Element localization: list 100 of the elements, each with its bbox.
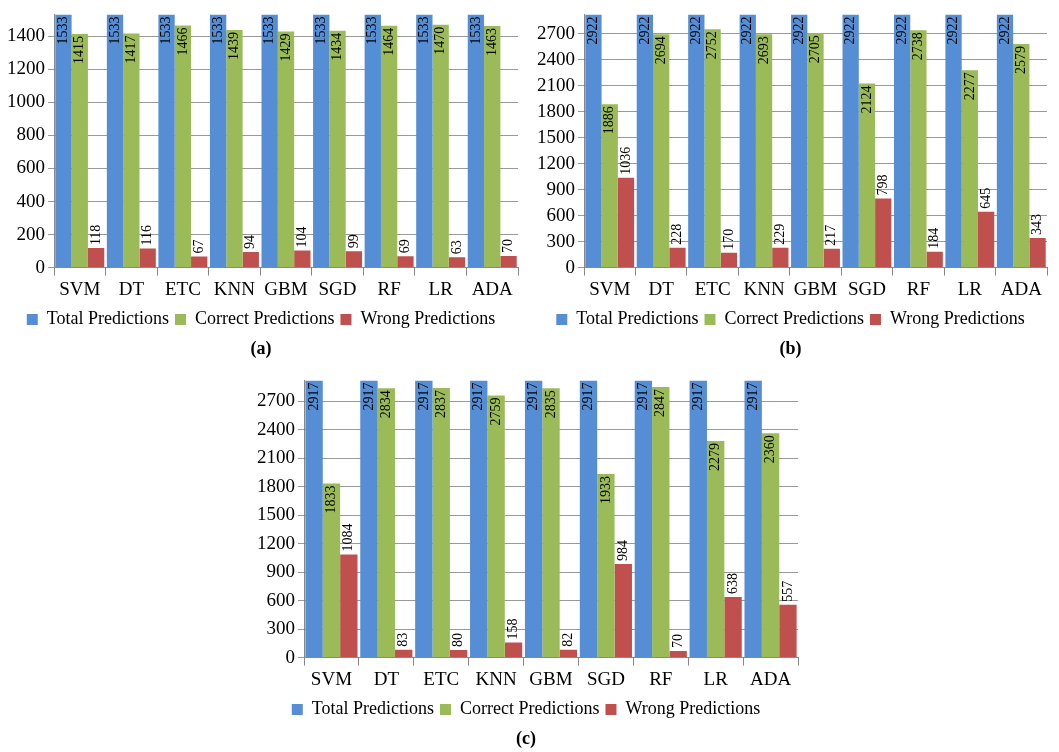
data-label: 2759 [487,397,503,426]
y-tick-label: 0 [35,255,45,277]
bar [329,30,346,268]
data-label: 184 [926,227,942,249]
bar [1029,237,1046,268]
y-tick-label: 400 [16,189,45,211]
data-label: 1533 [364,16,380,45]
bar [432,388,450,658]
x-tick-label: SVM [310,667,353,689]
bar [842,14,859,268]
bar [652,387,670,658]
data-label: 2279 [707,443,723,472]
data-label: 2752 [704,31,720,60]
bar [597,473,615,658]
data-label: 116 [139,224,155,246]
data-label: 798 [874,174,890,196]
x-tick-label: SVM [589,277,631,299]
data-label: 1415 [71,35,87,64]
bar [601,104,618,268]
data-label: 80 [450,633,466,647]
y-tick-label: 1200 [7,57,45,79]
bar [322,483,341,658]
data-label: 1470 [432,26,448,55]
data-label: 2922 [842,16,858,45]
data-label: 557 [779,580,795,602]
x-tick-label: SGD [318,277,357,299]
data-label: 63 [448,240,464,255]
bar [636,14,654,268]
x-tick-label: SGD [847,277,886,299]
bar [724,596,742,658]
data-label: 2917 [744,382,760,411]
data-label: 1466 [174,27,190,56]
bar [617,177,635,268]
data-label: 1439 [226,31,242,60]
x-tick-label: ETC [164,277,201,299]
bar [448,257,466,268]
legend-label: Correct Predictions [724,308,864,329]
bar [484,25,501,268]
data-label: 645 [977,187,993,209]
data-label: 2917 [360,382,376,411]
y-tick-label: 2100 [537,73,575,95]
data-label: 1533 [416,16,432,45]
data-label: 1084 [340,523,356,552]
data-label: 2277 [961,72,977,101]
legend-label: Total Predictions [576,308,699,329]
data-label: 2922 [945,16,961,45]
bar [432,24,449,268]
data-label: 217 [823,224,839,246]
data-label: 1429 [277,33,293,62]
x-tick-label: KNN [743,277,785,299]
data-label: 69 [397,239,413,254]
bar [242,252,259,268]
x-tick-label: DT [373,667,400,689]
bar [977,211,995,268]
data-label: 2837 [432,390,448,418]
bar [739,14,756,268]
data-label: 2917 [635,382,651,411]
y-tick-label: 1500 [257,503,295,525]
data-label: 2917 [305,382,321,411]
bar [614,564,632,658]
y-tick-label: 600 [266,588,295,610]
bar [542,388,560,658]
data-label: 1833 [323,485,339,514]
data-label: 82 [560,632,576,647]
legend-label: Wrong Predictions [889,308,1025,329]
x-tick-label: ADA [471,277,514,299]
data-label: 1533 [158,16,174,45]
data-label: 2579 [1012,46,1028,75]
data-label: 2705 [807,35,823,64]
y-tick-label: 1000 [7,90,45,112]
data-label: 2917 [470,382,486,411]
bar [634,380,653,658]
x-tick-label: LR [957,277,983,299]
data-label: 170 [720,228,736,250]
bar [669,247,686,268]
data-label: 2847 [652,389,668,418]
bar [1013,44,1030,268]
y-tick-label: 1500 [537,125,575,147]
data-label: 83 [395,632,411,647]
data-label: 1933 [597,475,613,504]
y-tick-label: 800 [16,123,45,145]
bar [559,649,578,658]
data-label: 2917 [580,382,596,411]
y-tick-label: 900 [266,560,295,582]
bar [823,248,840,268]
data-label: 229 [772,223,788,245]
y-tick-label: 0 [565,255,575,277]
data-label: 1533 [209,16,225,45]
x-tick-label: RF [377,277,401,299]
bar [500,256,517,268]
y-tick-label: 300 [546,229,575,251]
x-tick-label: ADA [1000,277,1043,299]
y-tick-label: 2400 [537,47,575,69]
y-tick-label: 1800 [257,474,295,496]
x-tick-label: ADA [749,667,792,689]
x-tick-label: SVM [59,277,101,299]
legend-label: Wrong Predictions [360,308,496,329]
bar [364,14,381,268]
bar [779,604,797,658]
bar [397,256,414,268]
